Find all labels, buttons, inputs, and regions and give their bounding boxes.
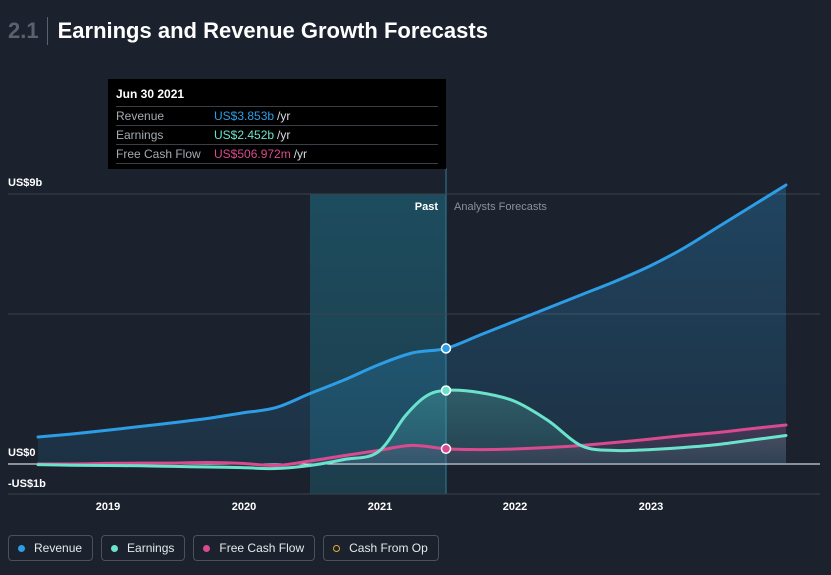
tooltip-unit: /yr bbox=[293, 147, 308, 161]
legend-label: Free Cash Flow bbox=[219, 541, 305, 555]
x-tick-label: 2019 bbox=[96, 501, 120, 513]
legend-label: Cash From Op bbox=[349, 541, 428, 555]
chart-legend: Revenue Earnings Free Cash Flow Cash Fro… bbox=[8, 535, 439, 561]
growth-forecast-chart: US$9b US$0 -US$1b 2019 2020 2021 2022 2023 Past A… bbox=[8, 168, 820, 513]
earnings-dot-icon bbox=[111, 544, 119, 552]
legend-label: Earnings bbox=[127, 541, 175, 555]
tooltip-unit: /yr bbox=[277, 128, 291, 142]
tooltip-date: Jun 30 2021 bbox=[116, 87, 438, 107]
legend-item-free-cash-flow[interactable]: Free Cash Flow bbox=[193, 535, 316, 561]
cash-from-op-ring-icon bbox=[333, 544, 341, 552]
tooltip-unit: /yr bbox=[277, 109, 291, 123]
free-cash-flow-dot-icon bbox=[203, 544, 211, 552]
earnings-area bbox=[38, 390, 786, 469]
header-divider bbox=[46, 17, 48, 45]
section-number: 2.1 bbox=[8, 18, 39, 43]
tooltip-row-free-cash-flow: Free Cash Flow US$506.972m /yr bbox=[116, 145, 438, 164]
chart-tooltip: Jun 30 2021 Revenue US$3.853b /yr Earnin… bbox=[108, 79, 446, 169]
free-cash-flow-marker-point bbox=[440, 443, 452, 455]
legend-label: Revenue bbox=[34, 541, 83, 555]
tooltip-label: Earnings bbox=[116, 128, 164, 142]
earnings-line bbox=[36, 388, 788, 471]
tooltip-label: Free Cash Flow bbox=[116, 147, 201, 161]
y-tick-label: -US$1b bbox=[8, 478, 46, 490]
tooltip-row-earnings: Earnings US$2.452b /yr bbox=[116, 126, 438, 145]
free-cash-flow-area bbox=[38, 425, 786, 466]
past-period-label: Past bbox=[415, 201, 439, 213]
legend-item-cash-from-op[interactable]: Cash From Op bbox=[323, 535, 439, 561]
x-tick-label: 2020 bbox=[232, 501, 256, 513]
revenue-marker-point bbox=[440, 343, 452, 354]
y-tick-label: US$0 bbox=[8, 447, 36, 459]
tooltip-value: US$2.452b bbox=[214, 128, 275, 142]
x-tick-label: 2022 bbox=[503, 501, 527, 513]
page-title: Earnings and Revenue Growth Forecasts bbox=[57, 18, 488, 43]
revenue-area bbox=[38, 185, 786, 464]
y-tick-label: US$9b bbox=[8, 177, 43, 189]
legend-item-revenue[interactable]: Revenue bbox=[8, 535, 94, 561]
tooltip-row-revenue: Revenue US$3.853b /yr bbox=[116, 107, 438, 126]
legend-item-earnings[interactable]: Earnings bbox=[101, 535, 186, 561]
revenue-dot-icon bbox=[18, 544, 25, 552]
free-cash-flow-line bbox=[36, 423, 788, 468]
tooltip-value: US$506.972m bbox=[214, 147, 291, 161]
forecast-period-label: Analysts Forecasts bbox=[454, 201, 547, 213]
tooltip-label: Revenue bbox=[116, 109, 165, 123]
x-tick-label: 2023 bbox=[639, 501, 663, 513]
x-tick-label: 2021 bbox=[368, 501, 392, 513]
revenue-line bbox=[36, 183, 788, 439]
section-header: 2.1 Earnings and Revenue Growth Forecast… bbox=[8, 16, 488, 46]
tooltip-value: US$3.853b bbox=[214, 109, 275, 123]
earnings-marker-point bbox=[440, 385, 452, 396]
